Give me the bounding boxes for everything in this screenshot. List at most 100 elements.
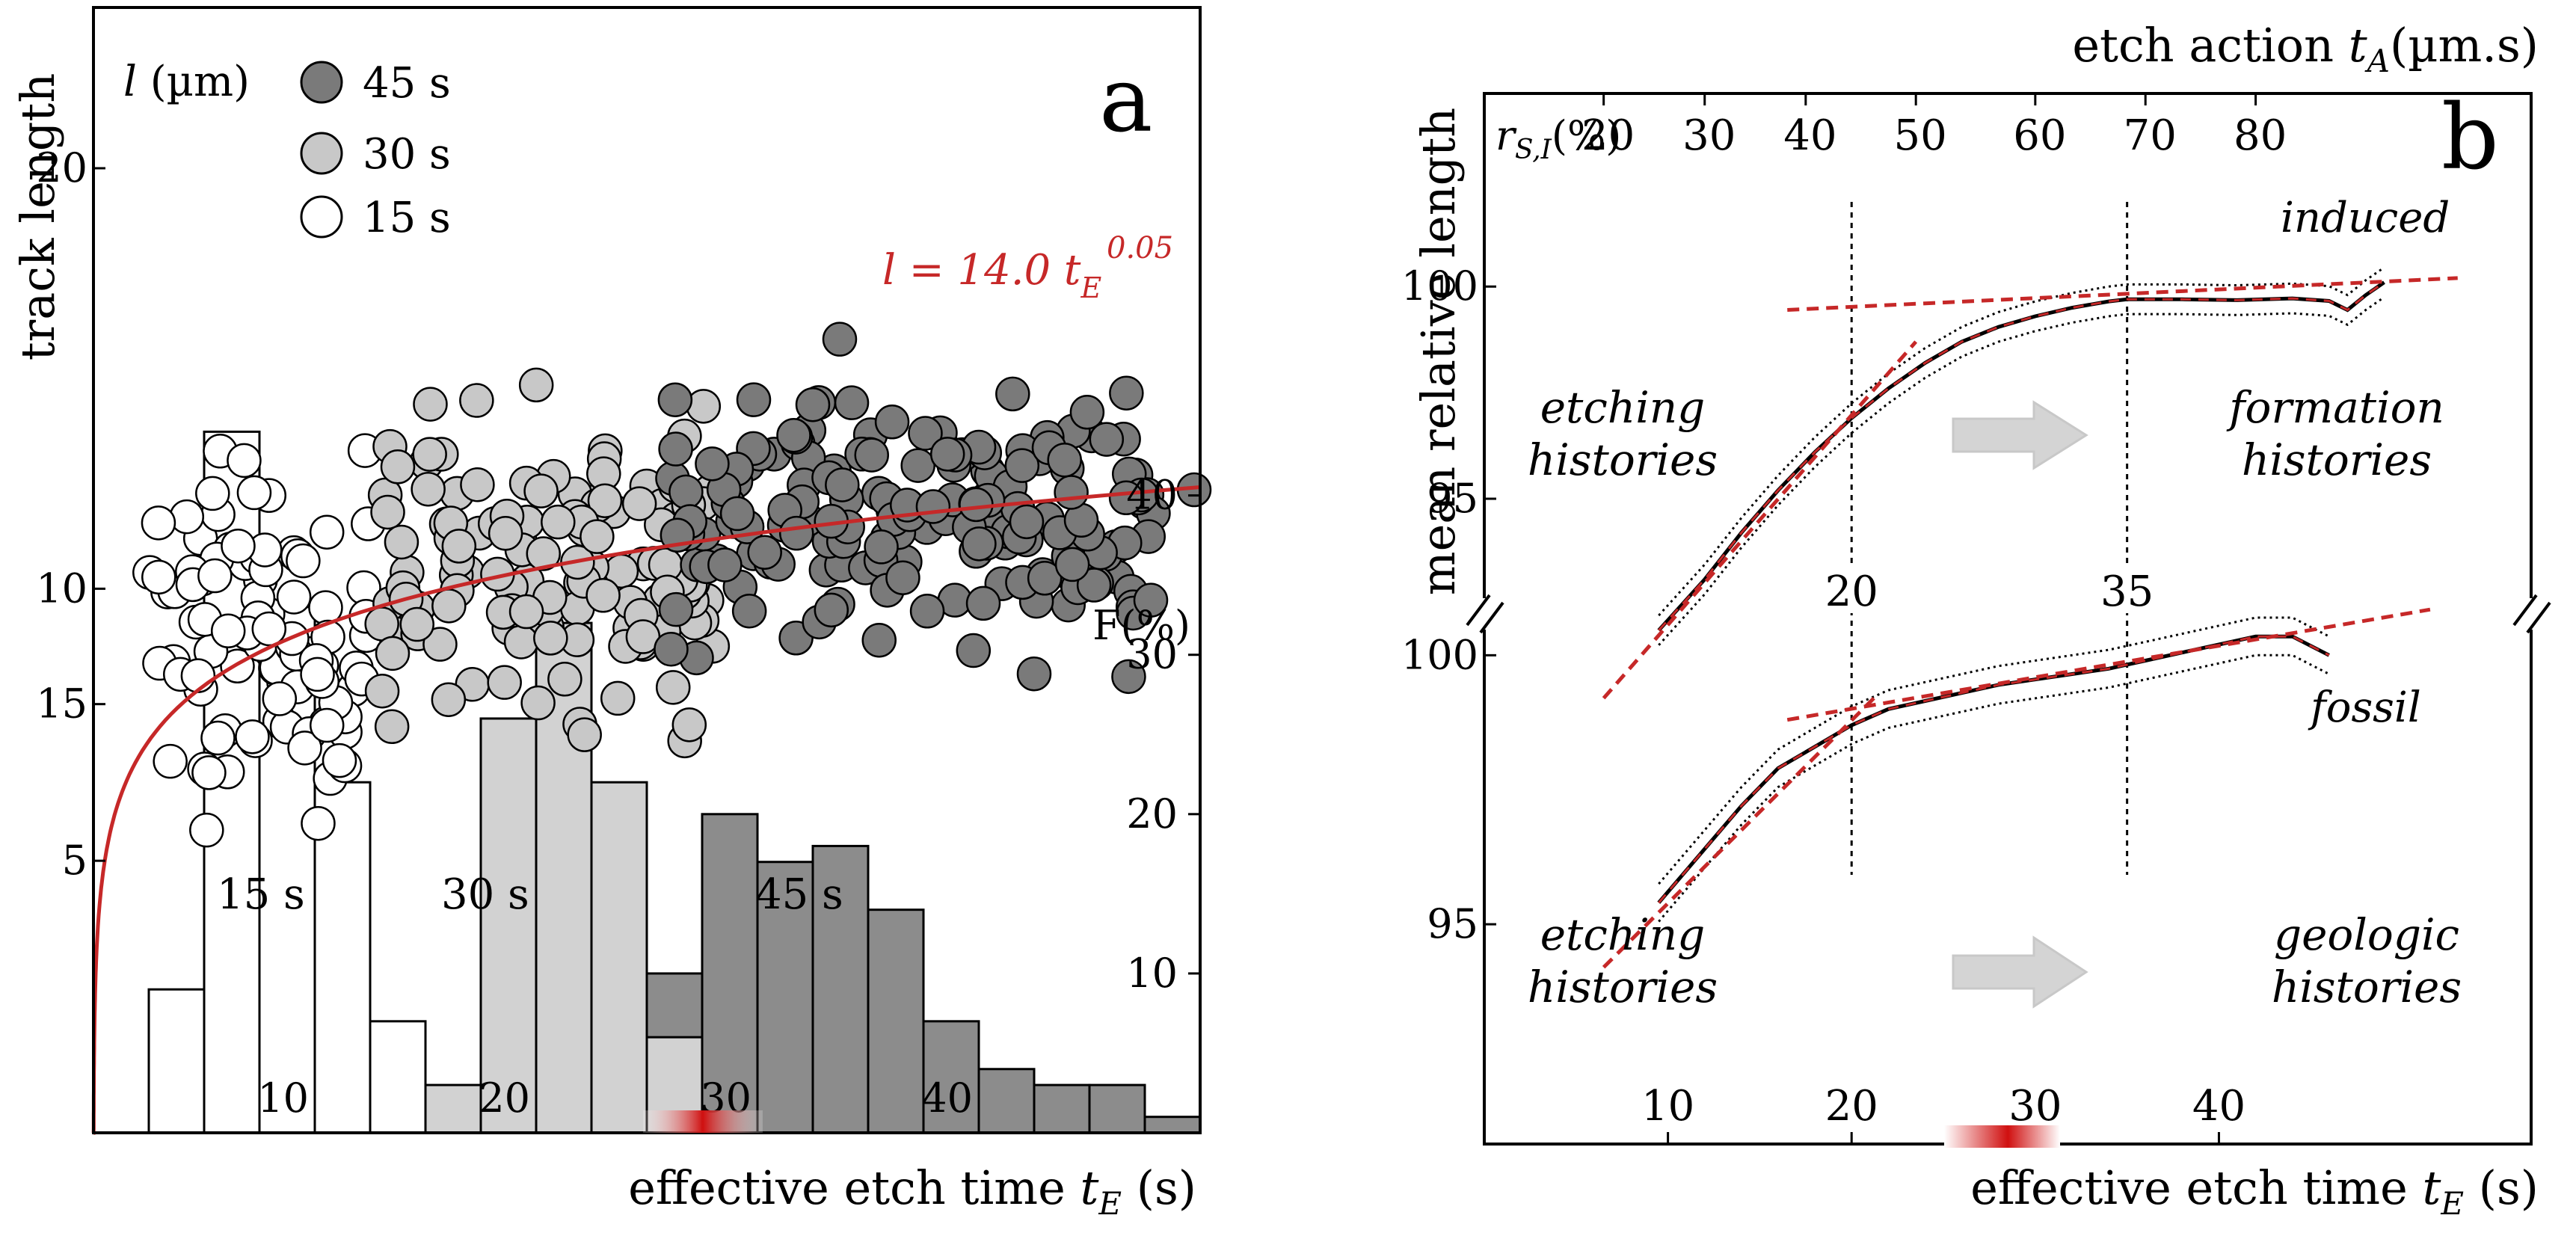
legend-marker-30s bbox=[300, 132, 343, 175]
series-label-induced: induced bbox=[2281, 194, 2450, 242]
scatter-point-30s bbox=[600, 680, 636, 716]
fossil-mean-line bbox=[1657, 634, 2330, 904]
y-tick-label-count: 5 bbox=[62, 837, 87, 884]
annotation-lower-right: geologic histories bbox=[2272, 909, 2462, 1012]
scatter-point-30s bbox=[374, 709, 410, 745]
mid-tick-background bbox=[2098, 567, 2156, 613]
annotation-upper-left: etching histories bbox=[1528, 382, 1718, 485]
scatter-point-45s bbox=[861, 622, 897, 658]
x-tick-label-b: 30 bbox=[2008, 1082, 2062, 1131]
mid-tick-label: 20 bbox=[1825, 568, 1878, 616]
top-tick-label: 20 bbox=[1581, 111, 1635, 160]
scatter-point-15s bbox=[221, 528, 256, 564]
scatter-point-45s bbox=[929, 437, 965, 472]
scatter-point-45s bbox=[814, 592, 849, 628]
scatter-point-15s bbox=[287, 731, 322, 766]
top-axis-title: etch action tA(µm.s) bbox=[2072, 18, 2539, 79]
scatter-point-30s bbox=[503, 624, 539, 659]
y-tick-label-length: 20 bbox=[36, 144, 87, 191]
scatter-point-45s bbox=[719, 496, 755, 532]
scatter-point-15s bbox=[197, 558, 233, 594]
scatter-point-15s bbox=[309, 514, 345, 550]
scatter-point-15s bbox=[169, 499, 205, 535]
top-tick-label: 40 bbox=[1783, 111, 1836, 160]
scatter-point-30s bbox=[459, 383, 494, 418]
scatter-point-45s bbox=[695, 446, 730, 482]
scatter-point-45s bbox=[1016, 656, 1052, 692]
axis-break-right bbox=[2512, 594, 2551, 634]
scatter-point-15s bbox=[191, 755, 227, 790]
hist-bar-45s bbox=[1088, 1083, 1146, 1134]
scatter-point-45s bbox=[1047, 442, 1082, 478]
x-tick-label: 20 bbox=[479, 1074, 530, 1122]
fossil-fit-line-2 bbox=[1786, 607, 2431, 722]
scatter-point-45s bbox=[747, 535, 782, 570]
scatter-point-45s bbox=[1076, 568, 1112, 603]
scatter-point-30s bbox=[520, 685, 556, 721]
hist-label-15s: 15 s bbox=[217, 870, 305, 919]
scatter-point-15s bbox=[251, 611, 287, 647]
fossil-confidence-lower bbox=[1658, 654, 2330, 923]
hist-label-30s: 30 s bbox=[441, 870, 529, 919]
fit-equation: l = 14.0 tE bbox=[882, 246, 1101, 304]
scatter-point-45s bbox=[885, 560, 920, 595]
y-tick-label-induced: 95 bbox=[1427, 475, 1478, 522]
scatter-point-30s bbox=[621, 486, 657, 521]
hist-bar-45s bbox=[977, 1068, 1036, 1134]
induced-series bbox=[1602, 266, 2458, 700]
scatter-point-45s bbox=[909, 594, 945, 629]
top-tick-label: 60 bbox=[2013, 111, 2066, 160]
scatter-point-15s bbox=[227, 443, 262, 479]
hist-bar-15s bbox=[313, 781, 372, 1134]
y-tick-label-induced: 100 bbox=[1401, 262, 1478, 310]
scatter-point-30s bbox=[364, 673, 400, 709]
scatter-point-45s bbox=[654, 631, 689, 667]
scatter-point-45s bbox=[854, 437, 889, 473]
scatter-point-30s bbox=[431, 682, 467, 717]
scatter-point-45s bbox=[1108, 480, 1144, 516]
x-tick-label-b: 40 bbox=[2192, 1082, 2245, 1131]
scatter-point-45s bbox=[959, 487, 994, 523]
scatter-point-30s bbox=[580, 519, 615, 554]
scatter-point-30s bbox=[585, 578, 621, 613]
scatter-point-45s bbox=[915, 489, 951, 524]
fossil-red-overlay bbox=[1658, 635, 2330, 904]
legend-marker-45s bbox=[300, 61, 343, 104]
scatter-point-15s bbox=[141, 559, 176, 595]
scatter-point-45s bbox=[1054, 547, 1090, 582]
y-axis-title: track length bbox=[10, 73, 65, 361]
scatter-point-15s bbox=[300, 657, 335, 692]
scatter-point-45s bbox=[1009, 504, 1045, 540]
scatter-point-45s bbox=[900, 448, 935, 483]
y-tick-label-length: 15 bbox=[36, 680, 87, 728]
scatter-point-45s bbox=[822, 322, 858, 357]
hist-bar-15s bbox=[369, 1020, 427, 1134]
hist-bar-30s bbox=[424, 1083, 482, 1134]
scatter-point-45s bbox=[658, 591, 694, 627]
scatter-point-30s bbox=[431, 588, 467, 624]
induced-red-overlay bbox=[1658, 281, 2385, 632]
hist-bar-30s bbox=[479, 717, 538, 1134]
y-tick-label-fossil: 100 bbox=[1401, 631, 1478, 678]
x-tick-label-b: 10 bbox=[1641, 1082, 1694, 1131]
x-axis-title: effective etch time tE (s) bbox=[628, 1160, 1196, 1222]
scatter-point-30s bbox=[460, 467, 495, 502]
scatter-point-45s bbox=[864, 529, 899, 565]
hist-bar-45s bbox=[867, 908, 925, 1134]
y-tick-label-frequency: 30 bbox=[1126, 631, 1178, 678]
hist-bar-45s bbox=[922, 1020, 980, 1134]
legend-label-15s: 15 s bbox=[363, 194, 451, 242]
arrow-lower bbox=[1952, 935, 2088, 1009]
panel-label-a: a bbox=[1099, 49, 1153, 153]
scatter-point-15s bbox=[189, 812, 224, 848]
scatter-point-45s bbox=[795, 387, 831, 422]
scatter-point-45s bbox=[874, 405, 910, 440]
scatter-point-30s bbox=[412, 437, 447, 472]
scatter-point-45s bbox=[736, 382, 772, 417]
scatter-point-15s bbox=[153, 743, 188, 779]
scatter-point-45s bbox=[668, 474, 704, 510]
scatter-point-15s bbox=[210, 613, 246, 649]
scatter-point-45s bbox=[1089, 422, 1125, 457]
